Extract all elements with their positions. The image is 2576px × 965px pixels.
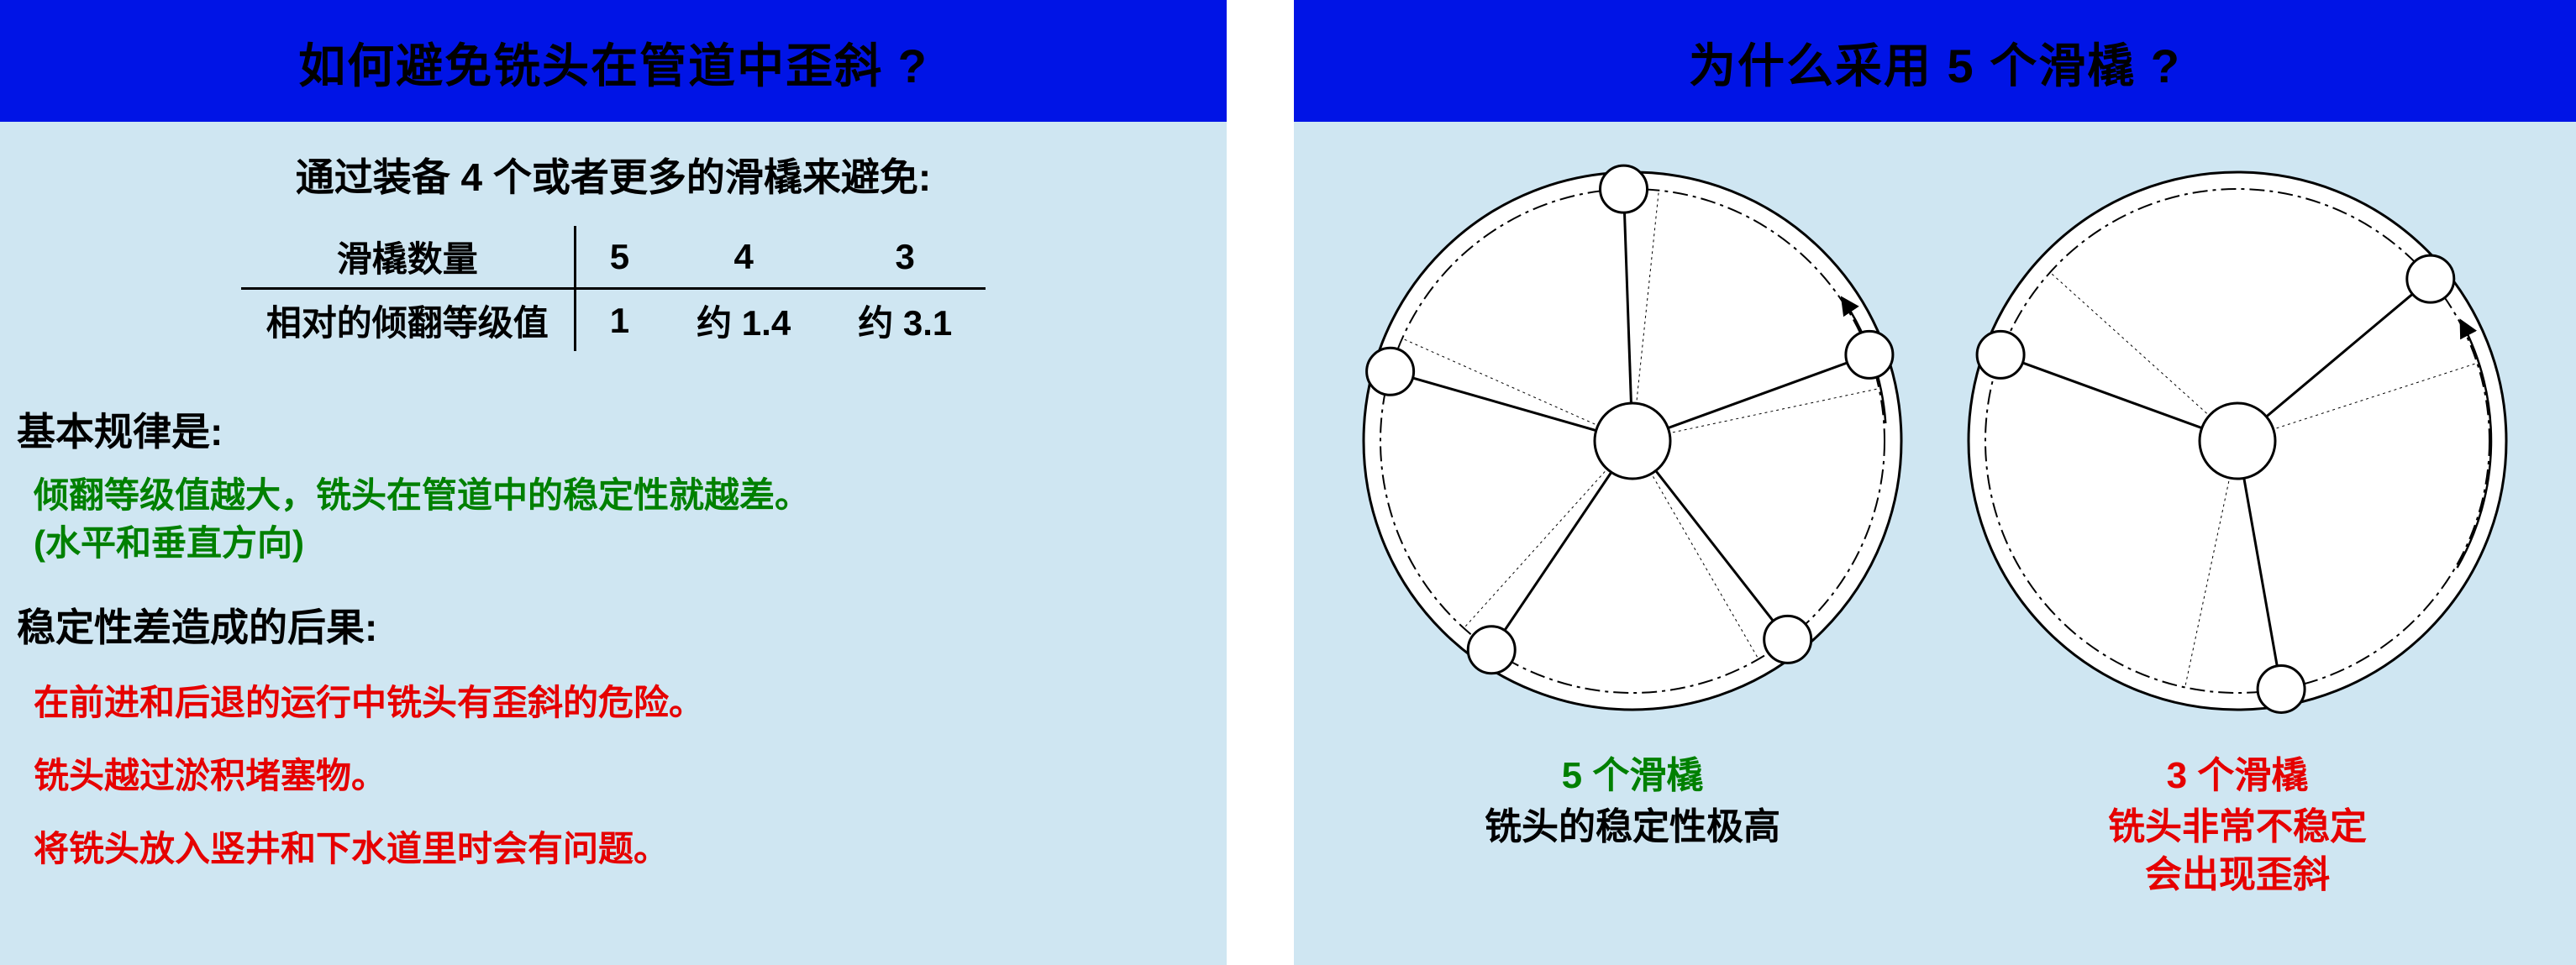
slide-title: 为什么采用 5 个滑橇 ? xyxy=(1294,0,2576,122)
cell: 1 xyxy=(575,289,663,352)
col-header: 3 xyxy=(824,226,986,289)
slide-body: 5 个滑橇 铣头的稳定性极高 3 个滑橇 铣头非常不稳定 会出现歪斜 xyxy=(1294,122,2576,965)
consequence-item: 铣头越过淤积堵塞物。 xyxy=(34,747,1193,799)
rule-text: 倾翻等级值越大，铣头在管道中的稳定性就越差。 (水平和垂直方向) xyxy=(34,472,1193,567)
consequence-heading: 稳定性差造成的后果: xyxy=(17,597,1193,653)
caption-desc: 铣头非常不稳定 xyxy=(1952,803,2523,851)
slide-body: 通过装备 4 个或者更多的滑橇来避免: 滑橇数量 5 4 3 相对的倾翻等级值 … xyxy=(0,122,1227,965)
caption-5-skids: 5 个滑橇 铣头的稳定性极高 xyxy=(1347,752,1918,899)
col-header: 5 xyxy=(575,226,663,289)
skid-diagram-3 xyxy=(1952,155,2523,726)
skid-diagram-5 xyxy=(1347,155,1918,726)
table-row: 相对的倾翻等级值 1 约 1.4 约 3.1 xyxy=(241,289,986,352)
consequence-item: 将铣头放入竖井和下水道里时会有问题。 xyxy=(34,821,1193,872)
row-label: 相对的倾翻等级值 xyxy=(241,289,576,352)
cell: 约 1.4 xyxy=(663,289,824,352)
consequence-list: 在前进和后退的运行中铣头有歪斜的危险。 铣头越过淤积堵塞物。 将铣头放入竖井和下… xyxy=(34,674,1193,872)
caption-3-skids: 3 个滑橇 铣头非常不稳定 会出现歪斜 xyxy=(1952,752,2523,899)
caption-desc: 会出现歪斜 xyxy=(1952,851,2523,899)
subtitle: 通过装备 4 个或者更多的滑橇来避免: xyxy=(34,147,1193,202)
rule-line: 倾翻等级值越大，铣头在管道中的稳定性就越差。 xyxy=(34,472,1193,520)
slide-title: 如何避免铣头在管道中歪斜 ? xyxy=(0,0,1227,122)
cell: 约 3.1 xyxy=(824,289,986,352)
slide-why-five: 为什么采用 5 个滑橇 ? 5 个滑橇 铣头的稳定性极高 3 个滑橇 铣头非常不… xyxy=(1294,0,2576,965)
diagram-row xyxy=(1327,155,2542,726)
caption-desc: 铣头的稳定性极高 xyxy=(1347,803,1918,851)
consequence-item: 在前进和后退的运行中铣头有歪斜的危险。 xyxy=(34,674,1193,726)
slide-avoid-tilt: 如何避免铣头在管道中歪斜 ? 通过装备 4 个或者更多的滑橇来避免: 滑橇数量 … xyxy=(0,0,1227,965)
caption-title: 3 个滑橇 xyxy=(1952,752,2523,800)
col-header: 滑橇数量 xyxy=(241,226,576,289)
rule-heading: 基本规律是: xyxy=(17,401,1193,457)
rule-line: (水平和垂直方向) xyxy=(34,520,1193,568)
col-header: 4 xyxy=(663,226,824,289)
tilt-table: 滑橇数量 5 4 3 相对的倾翻等级值 1 约 1.4 约 3.1 xyxy=(241,226,986,351)
caption-title: 5 个滑橇 xyxy=(1347,752,1918,800)
caption-row: 5 个滑橇 铣头的稳定性极高 3 个滑橇 铣头非常不稳定 会出现歪斜 xyxy=(1327,752,2542,899)
